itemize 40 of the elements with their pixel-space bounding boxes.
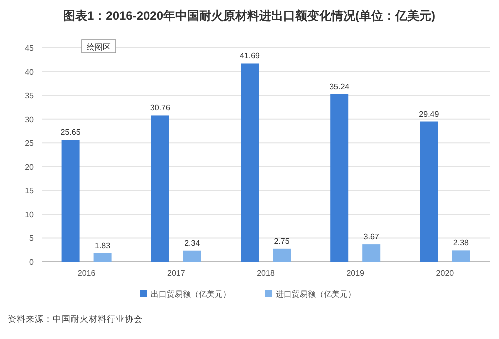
x-tick-label: 2020 bbox=[436, 269, 455, 278]
data-label: 35.24 bbox=[330, 82, 350, 92]
bar bbox=[420, 122, 438, 262]
bar bbox=[151, 116, 170, 262]
data-label: 30.76 bbox=[150, 104, 171, 113]
y-tick-label: 35 bbox=[25, 92, 35, 101]
y-tick-label: 40 bbox=[25, 68, 35, 77]
bar bbox=[452, 250, 470, 262]
data-label: 29.49 bbox=[419, 110, 440, 119]
data-label: 41.69 bbox=[240, 52, 261, 61]
x-tick-label: 2019 bbox=[346, 269, 366, 278]
data-label: 3.67 bbox=[364, 232, 380, 242]
y-tick-label: 10 bbox=[25, 210, 35, 220]
data-label: 2.38 bbox=[453, 238, 470, 248]
legend-label: 出口贸易额（亿美元） bbox=[151, 290, 231, 299]
y-tick-label: 20 bbox=[25, 162, 35, 172]
y-tick-label: 25 bbox=[25, 139, 35, 148]
y-tick-label: 45 bbox=[25, 44, 35, 53]
chart-title: 图表1：2016-2020年中国耐火原材料进出口额变化情况(单位：亿美元) bbox=[63, 9, 436, 23]
x-tick-label: 2018 bbox=[257, 269, 276, 278]
x-tick-label: 2017 bbox=[168, 269, 186, 278]
data-label: 1.83 bbox=[95, 241, 112, 250]
y-tick-label: 0 bbox=[30, 258, 35, 267]
bar bbox=[62, 140, 80, 262]
bar bbox=[330, 94, 349, 262]
bar bbox=[94, 253, 112, 262]
bar bbox=[241, 64, 259, 262]
x-tick-label: 2016 bbox=[78, 269, 96, 278]
y-tick-label: 5 bbox=[30, 234, 35, 244]
bar bbox=[362, 244, 381, 262]
text: 资料来源：中国耐火材料行业协会 bbox=[8, 314, 143, 324]
annotation: 绘图区 bbox=[87, 43, 111, 52]
legend-label: 进口贸易额（亿美元） bbox=[276, 290, 356, 299]
data-label: 25.65 bbox=[60, 128, 82, 138]
data-label: 2.75 bbox=[274, 236, 290, 246]
bar bbox=[183, 250, 202, 262]
data-label: 2.34 bbox=[184, 238, 201, 248]
bar bbox=[273, 248, 291, 262]
y-tick-label: 15 bbox=[25, 186, 35, 196]
y-tick-label: 30 bbox=[25, 115, 35, 124]
